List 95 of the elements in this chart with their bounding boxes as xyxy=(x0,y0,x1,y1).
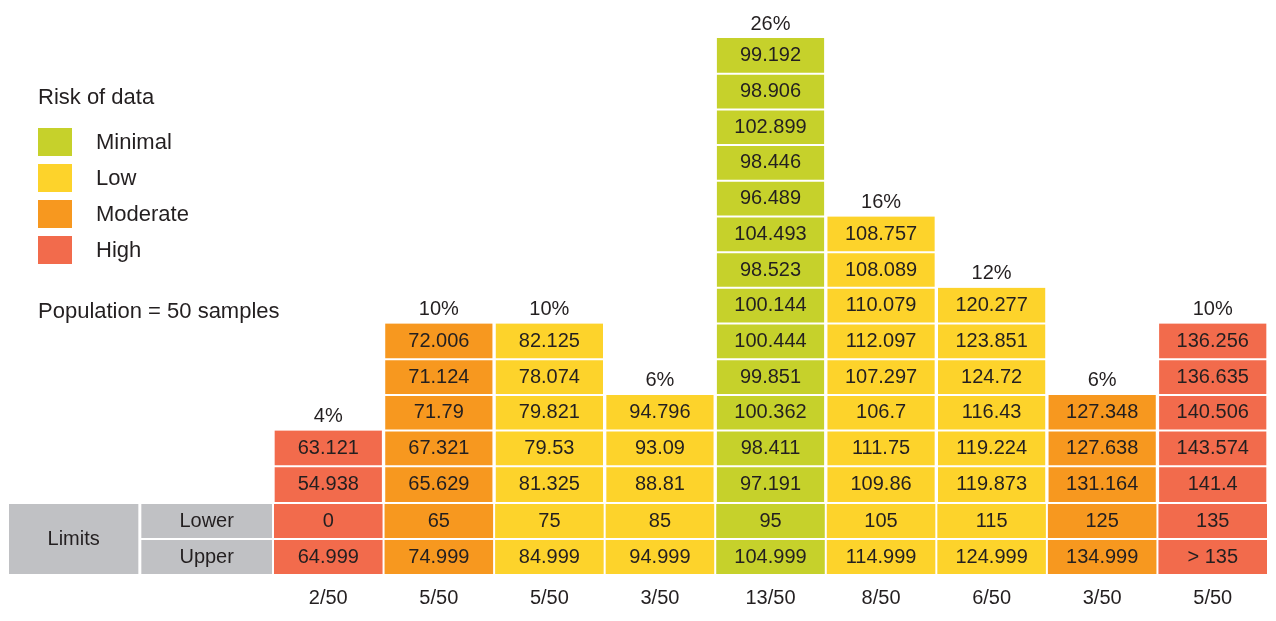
text: 3/50 xyxy=(1082,585,1122,608)
annotation: 127.638 xyxy=(1066,435,1139,458)
annotation: 106.7 xyxy=(856,400,907,423)
annotation: 136.635 xyxy=(1176,364,1249,387)
text: 13/50 xyxy=(745,585,796,608)
text: 124.999 xyxy=(955,544,1028,567)
x-tick-label: 65 xyxy=(427,508,450,531)
annotation: 78.074 xyxy=(518,364,580,387)
text: 84.999 xyxy=(518,544,580,567)
text: Upper xyxy=(179,544,235,567)
text: 104.999 xyxy=(734,544,807,567)
text: 6/50 xyxy=(972,585,1012,608)
annotation: 97.191 xyxy=(739,471,802,494)
data-label: 4% xyxy=(313,404,343,427)
annotation: 98.523 xyxy=(739,257,802,280)
annotation: 119.224 xyxy=(956,435,1028,458)
x-tick-label: 95 xyxy=(759,508,782,531)
annotation: 131.164 xyxy=(1066,471,1139,494)
text: 114.999 xyxy=(845,544,917,567)
annotation: 99.851 xyxy=(739,364,802,387)
legend-label: Moderate xyxy=(96,201,189,227)
legend-title: Risk of data xyxy=(38,84,156,110)
data-label: 10% xyxy=(1192,297,1233,320)
annotation: 141.4 xyxy=(1187,471,1238,494)
annotation: 71.79 xyxy=(413,400,464,423)
annotation: 124.72 xyxy=(961,364,1023,387)
annotation: 96.489 xyxy=(739,186,802,209)
annotation: 136.256 xyxy=(1176,328,1249,351)
text: 2/50 xyxy=(308,585,348,608)
annotation: 140.506 xyxy=(1176,400,1249,423)
annotation: 100.362 xyxy=(734,400,807,423)
annotation: 127.348 xyxy=(1066,400,1139,423)
annotation: 72.006 xyxy=(408,328,470,351)
annotation: 111.75 xyxy=(851,435,911,458)
annotation: 98.906 xyxy=(739,79,802,102)
x-tick-label: 0 xyxy=(322,508,334,531)
data-label: 26% xyxy=(750,11,791,34)
data-label: 6% xyxy=(1087,368,1117,391)
data-label: 10% xyxy=(418,297,460,320)
text: 64.999 xyxy=(297,544,359,567)
annotation: 102.899 xyxy=(734,114,807,137)
annotation: 63.121 xyxy=(297,435,359,458)
x-tick-label: 125 xyxy=(1085,508,1119,531)
data-label: 10% xyxy=(529,297,570,320)
x-tick-label: 135 xyxy=(1196,508,1230,531)
annotation: 108.757 xyxy=(844,221,918,244)
annotation: 123.851 xyxy=(955,328,1028,351)
annotation: 116.43 xyxy=(961,400,1022,423)
annotation: Population = 50 samples xyxy=(38,298,280,324)
annotation: 119.873 xyxy=(956,471,1028,494)
legend-label: Low xyxy=(96,165,137,191)
annotation: 109.86 xyxy=(850,471,912,494)
text: 3/50 xyxy=(640,585,680,608)
text: 5/50 xyxy=(1193,585,1233,608)
annotation: 98.411 xyxy=(740,435,801,458)
data-label: 6% xyxy=(645,368,675,391)
annotation: 107.297 xyxy=(844,364,918,387)
x-tick-label: 85 xyxy=(648,508,672,531)
annotation: 143.574 xyxy=(1176,435,1249,458)
text: Limits xyxy=(47,526,100,549)
annotation: 120.277 xyxy=(955,293,1028,316)
annotation: 108.089 xyxy=(844,257,918,280)
annotation: 94.796 xyxy=(629,400,691,423)
text: 94.999 xyxy=(629,544,691,567)
annotation: 99.192 xyxy=(739,43,802,66)
annotation: 110.079 xyxy=(845,293,917,316)
text: Lower xyxy=(179,508,235,531)
annotation: 100.144 xyxy=(734,293,807,316)
text: 74.999 xyxy=(408,544,470,567)
annotation: 112.097 xyxy=(845,328,917,351)
legend-label: Minimal xyxy=(96,129,172,155)
annotation: 88.81 xyxy=(634,471,685,494)
annotation: 82.125 xyxy=(518,328,580,351)
annotation: 67.321 xyxy=(408,435,470,458)
text: 134.999 xyxy=(1066,544,1139,567)
text: > 135 xyxy=(1187,544,1239,567)
x-tick-label: 75 xyxy=(538,508,561,531)
text: 8/50 xyxy=(861,585,901,608)
annotation: 81.325 xyxy=(518,471,580,494)
annotation: 79.821 xyxy=(518,400,580,423)
annotation: 79.53 xyxy=(524,435,575,458)
annotation: 100.444 xyxy=(734,328,807,351)
text: 5/50 xyxy=(419,585,459,608)
text: 5/50 xyxy=(529,585,569,608)
x-tick-label: 105 xyxy=(864,508,898,531)
annotation: 93.09 xyxy=(634,435,685,458)
annotation: 54.938 xyxy=(297,471,359,494)
annotation: 71.124 xyxy=(408,364,470,387)
data-label: 12% xyxy=(971,261,1012,284)
legend-label: High xyxy=(96,237,142,263)
x-tick-label: 115 xyxy=(975,508,1008,531)
annotation: 65.629 xyxy=(408,471,470,494)
data-label: 16% xyxy=(861,189,902,212)
annotation: 98.446 xyxy=(739,150,802,173)
annotation: 104.493 xyxy=(734,221,807,244)
